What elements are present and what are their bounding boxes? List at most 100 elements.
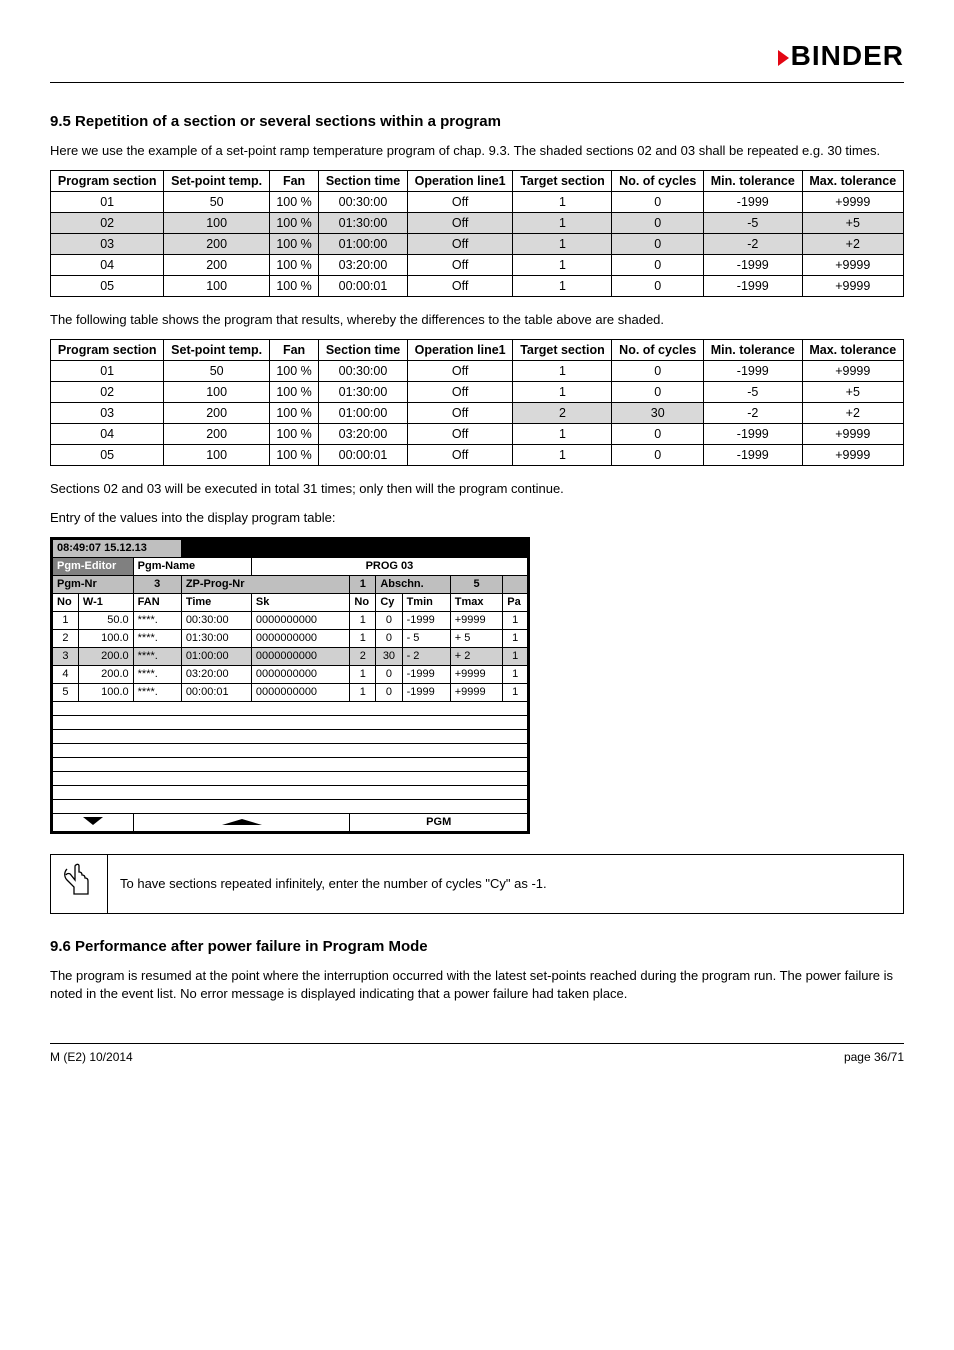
table-cell: -1999 — [704, 192, 803, 213]
panel-cell: ****. — [133, 665, 181, 683]
table-cell: +5 — [802, 382, 903, 403]
table-cell: -1999 — [704, 445, 803, 466]
table-header: Program section — [51, 340, 164, 361]
panel-cell: 1 — [350, 683, 376, 701]
table-cell: Off — [407, 276, 513, 297]
table-cell: 1 — [513, 255, 612, 276]
table-row: 04200100 %03:20:00Off10-1999+9999 — [51, 424, 904, 445]
panel-cell: 3 — [53, 647, 79, 665]
footer-right: page 36/71 — [844, 1050, 904, 1064]
table-cell: 04 — [51, 424, 164, 445]
table-row: 04200100 %03:20:00Off10-1999+9999 — [51, 255, 904, 276]
panel-col-header: Sk — [251, 593, 350, 611]
table-cell: 200 — [164, 255, 270, 276]
table-cell: +9999 — [802, 361, 903, 382]
panel-cell: 0 — [376, 683, 402, 701]
table-cell: 2 — [513, 403, 612, 424]
panel-cell: 00:00:01 — [181, 683, 251, 701]
table-header: Operation line1 — [407, 340, 513, 361]
table-cell: Off — [407, 255, 513, 276]
table-cell: -2 — [704, 403, 803, 424]
panel-cell: ****. — [133, 611, 181, 629]
panel-cell: ****. — [133, 647, 181, 665]
panel-cell: -1999 — [402, 683, 450, 701]
hdr-prog: PROG 03 — [251, 557, 527, 575]
table-cell: 200 — [164, 424, 270, 445]
table-cell: 100 % — [269, 192, 318, 213]
table-cell: Off — [407, 403, 513, 424]
table-header: No. of cycles — [612, 171, 704, 192]
panel-cell: 1 — [503, 611, 528, 629]
table-cell: +9999 — [802, 445, 903, 466]
table-cell: 03:20:00 — [319, 255, 408, 276]
table-cell: 03 — [51, 234, 164, 255]
table-cell: -1999 — [704, 424, 803, 445]
table-cell: Off — [407, 213, 513, 234]
panel-cell: -1999 — [402, 611, 450, 629]
table-cell: Off — [407, 445, 513, 466]
table-cell: 01:00:00 — [319, 234, 408, 255]
hdr-zp: ZP-Prog-Nr — [181, 575, 350, 593]
table-row: 02100100 %01:30:00Off10-5+5 — [51, 382, 904, 403]
footer-left: M (E2) 10/2014 — [50, 1050, 133, 1064]
table-row: 0150100 %00:30:00Off10-1999+9999 — [51, 361, 904, 382]
table-cell: 100 — [164, 276, 270, 297]
panel-cell: 0000000000 — [251, 611, 350, 629]
table-cell: +2 — [802, 234, 903, 255]
panel-cell: 01:00:00 — [181, 647, 251, 665]
panel-cell: 0 — [376, 629, 402, 647]
table-cell: Off — [407, 361, 513, 382]
note-box: To have sections repeated infinitely, en… — [50, 854, 904, 914]
table-cell: -5 — [704, 382, 803, 403]
panel-cell: 1 — [53, 611, 79, 629]
hdr-3: 3 — [133, 575, 181, 593]
table-cell: 0 — [612, 445, 704, 466]
note-text: To have sections repeated infinitely, en… — [108, 868, 559, 899]
panel-cell: 01:30:00 — [181, 629, 251, 647]
panel-col-header: Tmax — [450, 593, 503, 611]
table-cell: 100 % — [269, 403, 318, 424]
table-row: 02100100 %01:30:00Off10-5+5 — [51, 213, 904, 234]
panel-cell: 5 — [53, 683, 79, 701]
table-cell: 1 — [513, 445, 612, 466]
table-header: Fan — [269, 171, 318, 192]
table-cell: 03:20:00 — [319, 424, 408, 445]
table-header: Set-point temp. — [164, 171, 270, 192]
table-cell: 100 — [164, 445, 270, 466]
table-cell: 1 — [513, 213, 612, 234]
table-cell: 100 % — [269, 361, 318, 382]
panel-cell: 1 — [350, 611, 376, 629]
panel-tri-down-icon[interactable] — [53, 813, 134, 831]
panel-cell: 1 — [503, 629, 528, 647]
mid-text: The following table shows the program th… — [50, 311, 904, 329]
table-cell: 0 — [612, 255, 704, 276]
table-cell: 100 % — [269, 382, 318, 403]
table-row: 05100100 %00:00:01Off10-1999+9999 — [51, 276, 904, 297]
table-cell: 0 — [612, 361, 704, 382]
panel-datetime: 08:49:07 15.12.13 — [53, 539, 182, 557]
table-cell: -1999 — [704, 276, 803, 297]
panel-cell: 0000000000 — [251, 647, 350, 665]
after-text-1: Sections 02 and 03 will be executed in t… — [50, 480, 904, 498]
table-cell: 01:30:00 — [319, 213, 408, 234]
table-cell: Off — [407, 424, 513, 445]
panel-cell: 1 — [503, 665, 528, 683]
table-cell: 02 — [51, 213, 164, 234]
panel-cell: 200.0 — [78, 665, 133, 683]
table-header: Fan — [269, 340, 318, 361]
table-header: Min. tolerance — [704, 171, 803, 192]
table-header: Operation line1 — [407, 171, 513, 192]
panel-col-header: FAN — [133, 593, 181, 611]
table-cell: 00:00:01 — [319, 276, 408, 297]
section-96-body: The program is resumed at the point wher… — [50, 967, 904, 1003]
panel-cell: 2 — [53, 629, 79, 647]
table-cell: 1 — [513, 234, 612, 255]
panel-col-header: Cy — [376, 593, 402, 611]
panel-cell: 100.0 — [78, 629, 133, 647]
table-cell: 100 % — [269, 213, 318, 234]
table-header: Min. tolerance — [704, 340, 803, 361]
panel-tri-up-icon[interactable] — [133, 813, 350, 831]
panel-cell: 0 — [376, 665, 402, 683]
panel-pgm[interactable]: PGM — [350, 813, 528, 831]
table-cell: 30 — [612, 403, 704, 424]
